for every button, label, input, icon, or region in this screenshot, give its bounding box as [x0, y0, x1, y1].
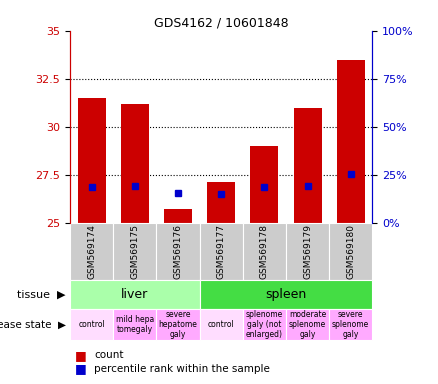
- Bar: [121, 104, 149, 223]
- Title: GDS4162 / 10601848: GDS4162 / 10601848: [154, 17, 289, 30]
- Text: GSM569178: GSM569178: [260, 224, 269, 279]
- Text: count: count: [94, 350, 124, 360]
- Bar: [337, 60, 365, 223]
- Bar: [243, 223, 286, 280]
- Text: ■: ■: [74, 362, 86, 375]
- Bar: [70, 223, 113, 280]
- Bar: [70, 280, 200, 309]
- Bar: [200, 280, 372, 309]
- Bar: [286, 309, 329, 340]
- Text: spleen: spleen: [265, 288, 307, 301]
- Bar: [164, 209, 192, 223]
- Text: GSM569175: GSM569175: [131, 224, 139, 279]
- Bar: [293, 108, 321, 223]
- Text: percentile rank within the sample: percentile rank within the sample: [94, 364, 270, 374]
- Text: moderate
splenome
galy: moderate splenome galy: [289, 310, 326, 339]
- Text: ■: ■: [74, 349, 86, 362]
- Text: control: control: [208, 320, 235, 329]
- Bar: [78, 98, 106, 223]
- Text: severe
hepatome
galy: severe hepatome galy: [159, 310, 198, 339]
- Text: GSM569174: GSM569174: [87, 224, 96, 279]
- Bar: [329, 309, 372, 340]
- Text: severe
splenome
galy: severe splenome galy: [332, 310, 369, 339]
- Bar: [251, 146, 279, 223]
- Bar: [156, 309, 200, 340]
- Bar: [200, 223, 243, 280]
- Text: GSM569176: GSM569176: [173, 224, 183, 279]
- Bar: [329, 223, 372, 280]
- Bar: [200, 309, 243, 340]
- Bar: [113, 223, 156, 280]
- Bar: [70, 309, 113, 340]
- Text: disease state  ▶: disease state ▶: [0, 319, 66, 329]
- Text: splenome
galy (not
enlarged): splenome galy (not enlarged): [246, 310, 283, 339]
- Bar: [243, 309, 286, 340]
- Text: control: control: [78, 320, 105, 329]
- Bar: [286, 223, 329, 280]
- Bar: [156, 223, 200, 280]
- Text: mild hepa
tomegaly: mild hepa tomegaly: [116, 315, 154, 334]
- Text: GSM569179: GSM569179: [303, 224, 312, 279]
- Bar: [113, 309, 156, 340]
- Text: liver: liver: [121, 288, 148, 301]
- Text: tissue  ▶: tissue ▶: [17, 290, 66, 300]
- Bar: [207, 182, 235, 223]
- Text: GSM569180: GSM569180: [346, 224, 355, 279]
- Text: GSM569177: GSM569177: [217, 224, 226, 279]
